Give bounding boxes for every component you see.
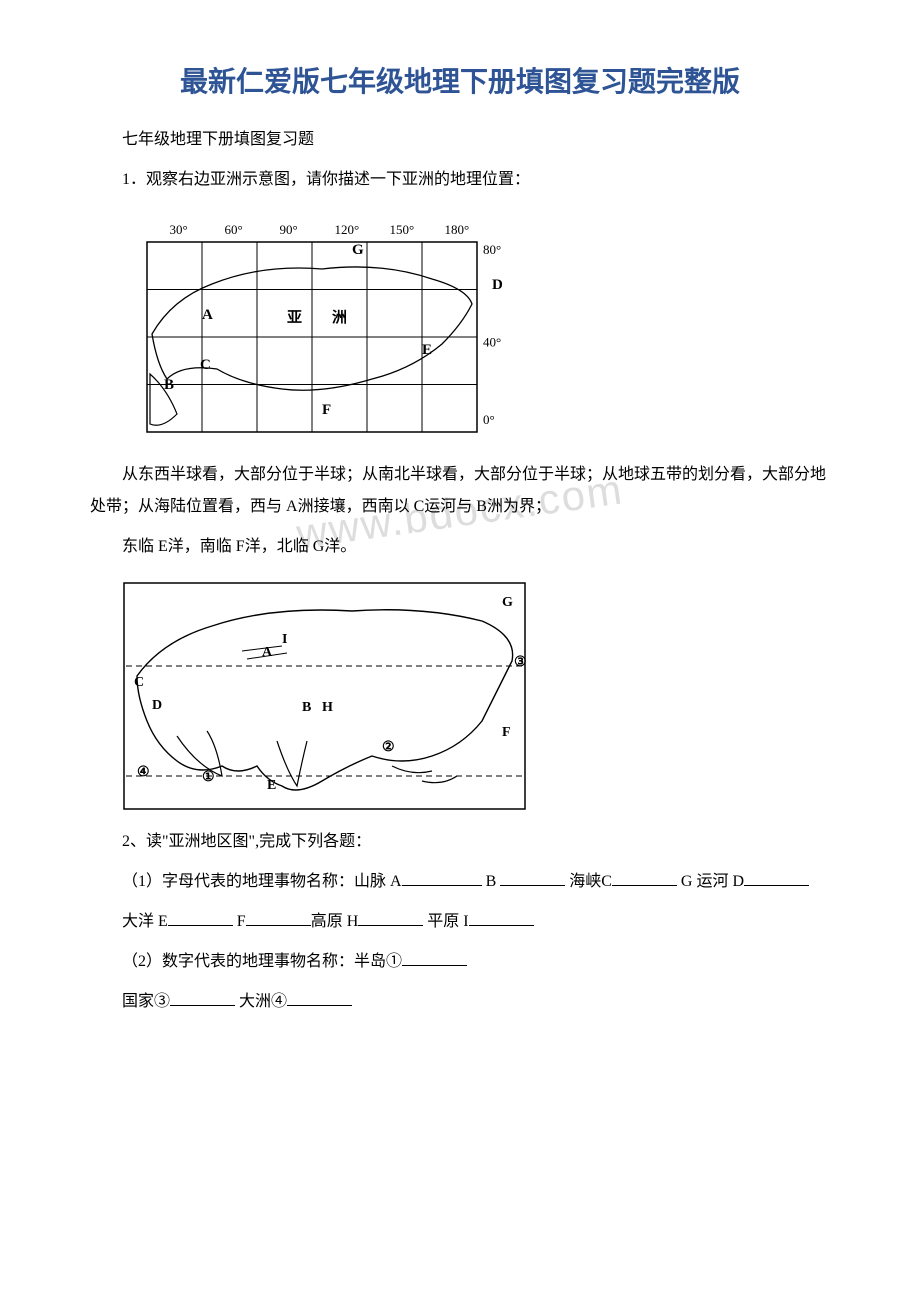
q1-map-svg: 30° 60° 90° 120° 150° 180° 80° 40° 0° G A 亚 洲 D E C B F: [122, 214, 512, 444]
q2-l1-t1: （1）字母代表的地理事物名称：山脉 A: [122, 873, 402, 890]
q2-l1-t2: B: [482, 873, 501, 890]
svg-text:洲: 洲: [332, 309, 347, 326]
q2-l1-t3: 海峡C: [565, 873, 612, 890]
svg-text:B: B: [164, 377, 174, 393]
svg-text:180°: 180°: [445, 222, 470, 237]
svg-text:C: C: [200, 357, 211, 373]
q2-line1: （1）字母代表的地理事物名称：山脉 A B 海峡C G 运河 D: [90, 866, 830, 898]
q2-l4-t2: 大洲④: [235, 993, 287, 1010]
svg-text:40°: 40°: [483, 335, 501, 350]
q1-para2: 东临 E洋，南临 F洋，北临 G洋。: [90, 531, 830, 563]
q1-para1: 从东西半球看，大部分位于半球；从南北半球看，大部分位于半球；从地球五带的划分看，…: [90, 459, 830, 523]
blank: [246, 910, 311, 926]
svg-text:③: ③: [514, 655, 527, 670]
blank: [358, 910, 423, 926]
svg-text:A: A: [262, 645, 273, 660]
blank: [402, 950, 467, 966]
blank: [287, 990, 352, 1006]
blank: [402, 870, 482, 886]
q2-l2-t1: 大洋 E: [122, 913, 168, 930]
svg-text:②: ②: [382, 740, 395, 755]
svg-text:E: E: [267, 778, 276, 793]
svg-text:150°: 150°: [390, 222, 415, 237]
q1-p1-t1: 从东西半球看，大部分位于: [122, 466, 314, 483]
svg-text:B: B: [302, 700, 311, 715]
q2-l2-t3: 高原 H: [311, 913, 359, 930]
svg-text:F: F: [322, 402, 331, 418]
q1-p2-t1: 东临 E: [122, 538, 168, 555]
blank: [170, 990, 235, 1006]
svg-text:C: C: [134, 675, 144, 690]
q1-p2-t2: 洋，南临 F: [168, 538, 245, 555]
page-title: 最新仁爱版七年级地理下册填图复习题完整版: [90, 60, 830, 100]
q1-p2-t4: 洋。: [324, 538, 356, 555]
svg-text:④: ④: [137, 765, 150, 780]
svg-text:亚: 亚: [287, 309, 302, 326]
svg-text:0°: 0°: [483, 412, 495, 427]
svg-text:90°: 90°: [280, 222, 298, 237]
svg-text:80°: 80°: [483, 242, 501, 257]
svg-text:D: D: [152, 698, 162, 713]
q2-map: G AI ③ CD BH ② F ④ ① E: [122, 581, 527, 811]
q2-line3: （2）数字代表的地理事物名称：半岛①: [90, 946, 830, 978]
blank: [744, 870, 809, 886]
q2-l2-t2: F: [233, 913, 246, 930]
q1-p1-t2: 半球；从南北半球看，大部分位于: [314, 466, 554, 483]
q2-line2: 大洋 E F 高原 H 平原 I: [90, 906, 830, 938]
svg-text:①: ①: [202, 770, 215, 785]
svg-text:G: G: [502, 595, 513, 610]
q2-intro: 2、读"亚洲地区图",完成下列各题：: [90, 826, 830, 858]
svg-text:F: F: [502, 725, 511, 740]
q1-p1-t4: 带；从海陆位置看，西与 A: [106, 498, 298, 515]
q2-l2-t4: 平原 I: [423, 913, 468, 930]
q2-l1-t4: G 运河 D: [677, 873, 744, 890]
svg-text:30°: 30°: [170, 222, 188, 237]
q1-p1-t6: 运河与 B: [424, 498, 487, 515]
svg-text:G: G: [352, 242, 364, 258]
blank: [469, 910, 534, 926]
blank: [168, 910, 233, 926]
blank: [612, 870, 677, 886]
svg-text:A: A: [202, 307, 213, 323]
q2-line4: 国家③ 大洲④: [90, 986, 830, 1018]
svg-text:H: H: [322, 700, 333, 715]
q1-p1-t7: 洲为界；: [487, 498, 551, 515]
svg-text:60°: 60°: [225, 222, 243, 237]
svg-text:120°: 120°: [335, 222, 360, 237]
svg-text:E: E: [422, 342, 432, 358]
blank: [500, 870, 565, 886]
subtitle: 七年级地理下册填图复习题: [90, 124, 830, 156]
q2-l3-t1: （2）数字代表的地理事物名称：半岛①: [122, 953, 402, 970]
q2-map-svg: G AI ③ CD BH ② F ④ ① E: [122, 581, 527, 811]
q1-p1-t5: 洲接壤，西南以 C: [298, 498, 425, 515]
q2-l4-t1: 国家③: [122, 993, 170, 1010]
q1-p2-t3: 洋，北临 G: [245, 538, 325, 555]
q1-intro: 1．观察右边亚洲示意图，请你描述一下亚洲的地理位置：: [90, 164, 830, 196]
svg-text:I: I: [282, 632, 287, 647]
svg-text:D: D: [492, 277, 503, 293]
q1-map: 30° 60° 90° 120° 150° 180° 80° 40° 0° G A 亚 洲 D E C B F: [122, 214, 512, 444]
